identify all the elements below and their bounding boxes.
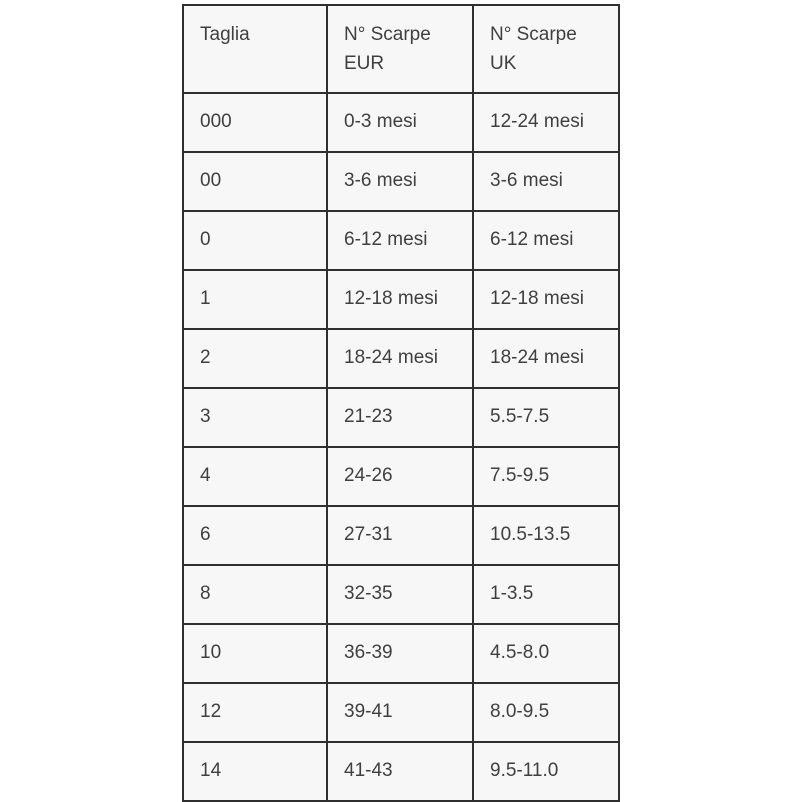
cell-scarpe-uk: 3-6 mesi — [472, 151, 620, 212]
cell-scarpe-eur: 27-31 — [326, 505, 474, 566]
cell-taglia: 3 — [182, 387, 328, 448]
cell-taglia: 4 — [182, 446, 328, 507]
cell-scarpe-uk: 4.5-8.0 — [472, 623, 620, 684]
cell-scarpe-eur: 39-41 — [326, 682, 474, 743]
table-row: 0 6-12 mesi 6-12 mesi — [182, 210, 620, 271]
cell-scarpe-eur: 18-24 mesi — [326, 328, 474, 389]
cell-scarpe-eur: 24-26 — [326, 446, 474, 507]
cell-taglia: 12 — [182, 682, 328, 743]
size-chart: Taglia N° Scarpe EUR N° Scarpe UK 000 0-3… — [182, 4, 620, 802]
cell-taglia: 0 — [182, 210, 328, 271]
table-row: 14 41-43 9.5-11.0 — [182, 741, 620, 802]
cell-scarpe-uk: 9.5-11.0 — [472, 741, 620, 802]
header-scarpe-uk: N° Scarpe UK — [472, 4, 620, 94]
table-row: 12 39-41 8.0-9.5 — [182, 682, 620, 743]
cell-scarpe-uk: 7.5-9.5 — [472, 446, 620, 507]
cell-scarpe-uk: 10.5-13.5 — [472, 505, 620, 566]
cell-scarpe-uk: 18-24 mesi — [472, 328, 620, 389]
cell-scarpe-eur: 41-43 — [326, 741, 474, 802]
cell-taglia: 10 — [182, 623, 328, 684]
cell-scarpe-uk: 1-3.5 — [472, 564, 620, 625]
table-row: 000 0-3 mesi 12-24 mesi — [182, 92, 620, 153]
table-row: 8 32-35 1-3.5 — [182, 564, 620, 625]
cell-scarpe-eur: 21-23 — [326, 387, 474, 448]
cell-scarpe-eur: 32-35 — [326, 564, 474, 625]
cell-taglia: 1 — [182, 269, 328, 330]
table-row: 1 12-18 mesi 12-18 mesi — [182, 269, 620, 330]
cell-taglia: 8 — [182, 564, 328, 625]
cell-taglia: 14 — [182, 741, 328, 802]
size-chart-table: Taglia N° Scarpe EUR N° Scarpe UK 000 0-3… — [182, 4, 620, 802]
cell-scarpe-eur: 36-39 — [326, 623, 474, 684]
cell-scarpe-uk: 12-18 mesi — [472, 269, 620, 330]
table-row: 10 36-39 4.5-8.0 — [182, 623, 620, 684]
cell-scarpe-eur: 6-12 mesi — [326, 210, 474, 271]
table-row: 4 24-26 7.5-9.5 — [182, 446, 620, 507]
cell-scarpe-uk: 5.5-7.5 — [472, 387, 620, 448]
table-body: 000 0-3 mesi 12-24 mesi 00 3-6 mesi 3-6 mesi 0… — [182, 92, 620, 802]
cell-scarpe-uk: 6-12 mesi — [472, 210, 620, 271]
cell-taglia: 000 — [182, 92, 328, 153]
header-row: Taglia N° Scarpe EUR N° Scarpe UK — [182, 4, 620, 94]
cell-scarpe-eur: 12-18 mesi — [326, 269, 474, 330]
table-row: 3 21-23 5.5-7.5 — [182, 387, 620, 448]
header-taglia: Taglia — [182, 4, 328, 94]
cell-scarpe-eur: 0-3 mesi — [326, 92, 474, 153]
table-row: 6 27-31 10.5-13.5 — [182, 505, 620, 566]
cell-taglia: 2 — [182, 328, 328, 389]
cell-scarpe-uk: 8.0-9.5 — [472, 682, 620, 743]
table-row: 2 18-24 mesi 18-24 mesi — [182, 328, 620, 389]
header-scarpe-eur: N° Scarpe EUR — [326, 4, 474, 94]
cell-taglia: 00 — [182, 151, 328, 212]
cell-taglia: 6 — [182, 505, 328, 566]
table-row: 00 3-6 mesi 3-6 mesi — [182, 151, 620, 212]
cell-scarpe-uk: 12-24 mesi — [472, 92, 620, 153]
cell-scarpe-eur: 3-6 mesi — [326, 151, 474, 212]
